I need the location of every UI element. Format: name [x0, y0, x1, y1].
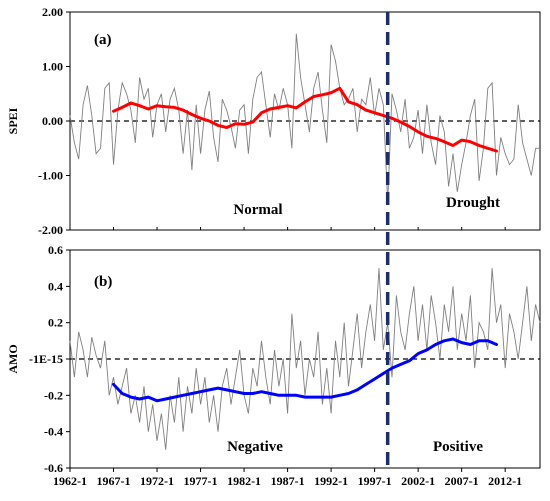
y-tick-label: -0.4 [44, 425, 63, 439]
x-tick-label: 1992-1 [314, 474, 348, 488]
x-tick-label: 2007-1 [445, 474, 479, 488]
x-tick-label: 2012-1 [488, 474, 522, 488]
x-tick-label: 1997-1 [358, 474, 392, 488]
x-tick-label: 1962-1 [53, 474, 87, 488]
x-tick-label: 1982-1 [227, 474, 261, 488]
y-axis-label: AMO [6, 344, 20, 373]
panel-b-amo: 0.6 0.4 0.2 -1E-15 -0.2 -0.4 -0.6 AMO (b) Negativ… [6, 243, 541, 475]
x-tick-label: 1972-1 [140, 474, 174, 488]
y-tick-label: -1.00 [38, 169, 63, 183]
y-axis-label: SPEI [6, 107, 20, 134]
regime-annotation: Negative [227, 439, 283, 455]
y-tick-label: -2.00 [38, 223, 63, 237]
x-tick-label: 1967-1 [97, 474, 131, 488]
regime-annotation: Normal [233, 202, 282, 218]
panel-label: (b) [94, 274, 112, 290]
smoothed-series-line [112, 86, 498, 153]
regime-annotation: Drought [446, 195, 500, 211]
x-axis: 1962-1 1967-1 1972-1 1977-1 1982-1 1987-1 1992… [53, 227, 522, 488]
x-tick-label: 2002-1 [401, 474, 435, 488]
x-tick-label: 1977-1 [184, 474, 218, 488]
y-tick-label: 2.00 [42, 5, 63, 19]
panel-a-spei: 2.00 1.00 0.00 -1.00 -2.00 SPEI (a) Normal Droug… [6, 5, 541, 237]
y-tick-label: -0.6 [44, 461, 63, 475]
y-tick-label: 0.00 [42, 114, 63, 128]
y-tick-label: 0.6 [48, 243, 63, 257]
y-tick-label: 1.00 [42, 60, 63, 74]
x-tick-label: 1987-1 [271, 474, 305, 488]
y-tick-label: 0.2 [48, 316, 63, 330]
raw-series-line [69, 33, 540, 203]
panel-label: (a) [94, 32, 112, 48]
y-tick-label: -1E-15 [29, 352, 63, 366]
y-tick-label: 0.4 [48, 279, 63, 293]
regime-annotation: Positive [433, 439, 483, 455]
smoothed-series-line [112, 337, 498, 403]
raw-series-line [69, 268, 541, 450]
y-tick-label: -0.2 [44, 388, 63, 402]
